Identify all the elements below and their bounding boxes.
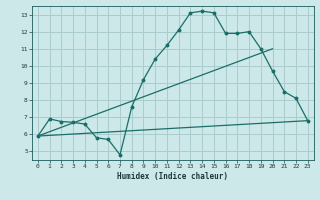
X-axis label: Humidex (Indice chaleur): Humidex (Indice chaleur) (117, 172, 228, 181)
